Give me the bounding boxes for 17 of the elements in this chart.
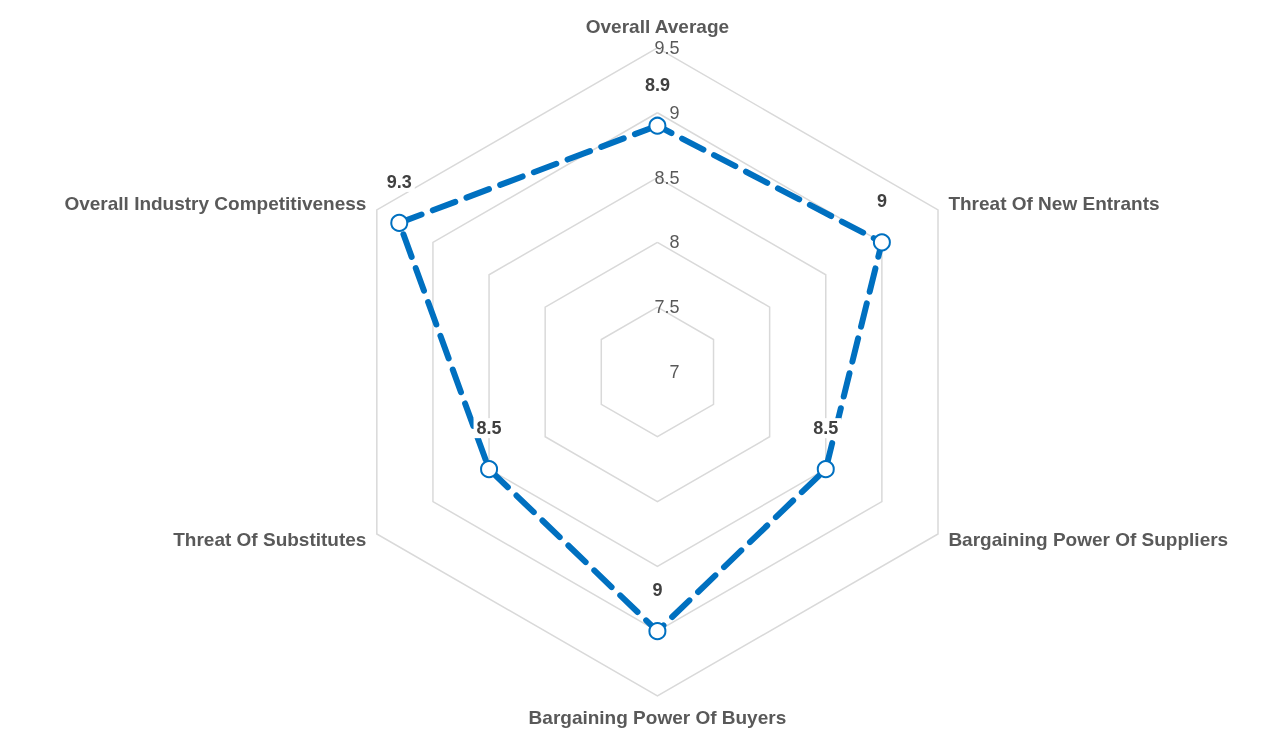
spoke-label: Threat Of Substitutes bbox=[173, 529, 367, 551]
y-tick-label: 8 bbox=[669, 232, 680, 253]
spoke-label: Overall Average bbox=[585, 15, 730, 37]
spoke-label: Threat Of New Entrants bbox=[948, 193, 1160, 215]
y-tick-label: 9.5 bbox=[654, 37, 680, 58]
spoke-label: Bargaining Power Of Suppliers bbox=[948, 529, 1229, 551]
y-tick-label: 9 bbox=[669, 102, 680, 123]
y-tick-label: 8.5 bbox=[654, 167, 680, 188]
spoke-label: Overall Industry Competitiveness bbox=[64, 193, 367, 215]
data-label: 8.5 bbox=[476, 418, 502, 439]
spoke-label: Bargaining Power Of Buyers bbox=[528, 706, 787, 728]
y-tick-label: 7 bbox=[669, 361, 680, 382]
y-tick-label: 7.5 bbox=[654, 297, 680, 318]
data-label: 8.5 bbox=[813, 418, 839, 439]
data-label: 9.3 bbox=[386, 171, 412, 192]
data-label: 9 bbox=[876, 191, 887, 212]
data-label: 8.9 bbox=[644, 74, 670, 95]
